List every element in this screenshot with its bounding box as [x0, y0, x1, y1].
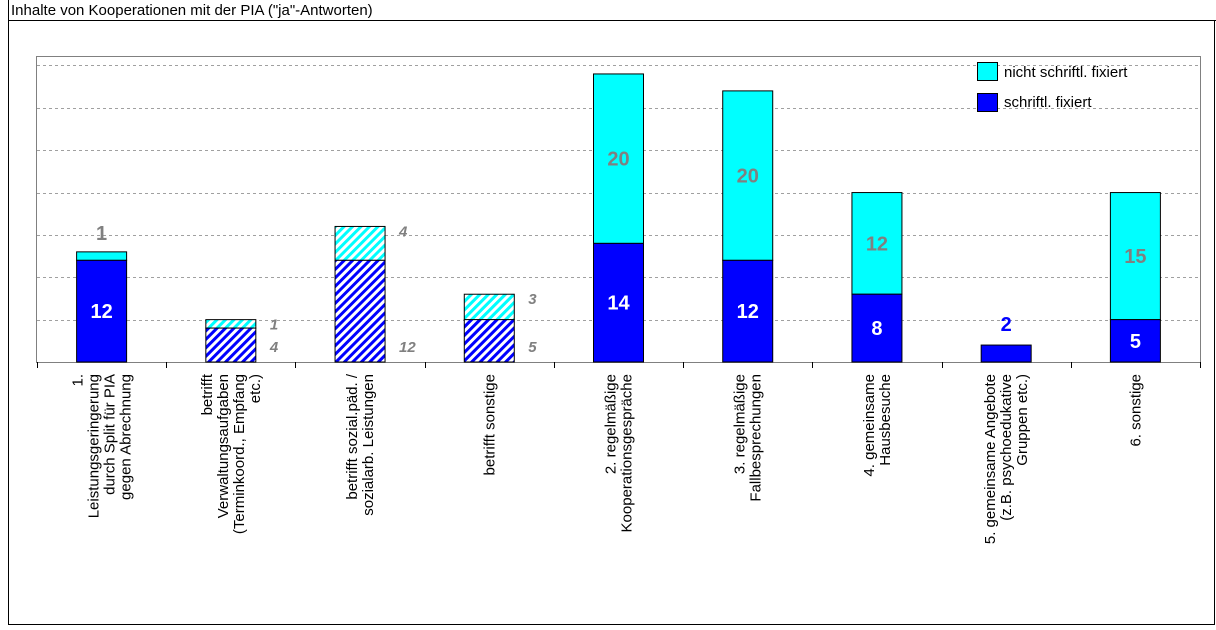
- data-label-fixed: 4: [269, 339, 279, 356]
- data-label-not-fixed: 12: [866, 233, 888, 255]
- data-label-fixed: 5: [528, 339, 537, 356]
- bar-segment-fixed: [722, 259, 774, 363]
- bar-segment-not-fixed: [722, 90, 774, 261]
- category-label: 4. gemeinsameHausbesuche: [861, 374, 894, 477]
- bar-segment-not-fixed: [205, 319, 257, 329]
- bar-segment-fixed: [205, 327, 257, 363]
- data-label-fixed: 12: [399, 339, 416, 356]
- data-label-not-fixed: 20: [737, 166, 759, 188]
- bar-segment-not-fixed: [851, 192, 903, 295]
- bar-segment-fixed: [980, 344, 1032, 363]
- category-label: betrifft sonstige: [481, 374, 498, 475]
- svg-text:2. regelmäßigeKooperationsgesp: 2. regelmäßigeKooperationsgespräche: [603, 374, 636, 532]
- legend-swatch-fixed: [977, 93, 998, 112]
- svg-text:3. regelmäßigeFallbesprechunge: 3. regelmäßigeFallbesprechungen: [732, 374, 765, 502]
- data-label-fixed: 8: [871, 318, 882, 340]
- data-label-not-fixed: 20: [607, 149, 629, 171]
- data-label-not-fixed: 3: [528, 291, 537, 308]
- bar-segment-not-fixed: [593, 73, 644, 244]
- data-label-not-fixed: 15: [1124, 246, 1146, 268]
- svg-text:betrifft sozial.päd. /sozialar: betrifft sozial.päd. /sozialarb. Leistun…: [344, 373, 377, 516]
- category-label: betrifft sozial.päd. /sozialarb. Leistun…: [344, 373, 377, 516]
- category-label: 5. gemeinsame Angebote(z.B. psychoedukat…: [982, 374, 1031, 544]
- legend: nicht schriftl. fixiert schriftl. fixier…: [977, 62, 1128, 112]
- data-label-not-fixed: 1: [270, 317, 278, 334]
- data-label-fixed: 14: [607, 293, 630, 315]
- bar-segment-not-fixed: [334, 225, 386, 261]
- data-label-fixed: 12: [737, 301, 759, 323]
- data-label-fixed: 12: [90, 301, 112, 323]
- svg-text:betrifftVerwaltungsaufgaben(Te: betrifftVerwaltungsaufgaben(Terminkoord.…: [199, 373, 264, 534]
- category-label: 3. regelmäßigeFallbesprechungen: [732, 374, 765, 502]
- category-label: 1.Leistungsgeringerungdurch Split für PI…: [70, 374, 135, 518]
- x-axis-ticks: [37, 362, 1201, 368]
- bar-segment-fixed: [334, 259, 386, 363]
- svg-text:5. gemeinsame Angebote(z.B. ps: 5. gemeinsame Angebote(z.B. psychoedukat…: [982, 374, 1031, 544]
- legend-label-not-fixed: nicht schriftl. fixiert: [1004, 64, 1128, 81]
- data-label-not-fixed: 1: [96, 223, 107, 245]
- bar-segment-fixed: [76, 259, 128, 363]
- bars: [76, 73, 1161, 363]
- legend-label-fixed: schriftl. fixiert: [1004, 94, 1092, 111]
- bar-segment-not-fixed: [76, 251, 128, 261]
- legend-swatch-not-fixed: [977, 62, 998, 81]
- bar-segment-fixed: [463, 319, 515, 363]
- svg-text:6. sonstige: 6. sonstige: [1127, 374, 1144, 447]
- data-label-fixed: 5: [1130, 331, 1141, 353]
- svg-text:1.Leistungsgeringerungdurch Sp: 1.Leistungsgeringerungdurch Split für PI…: [70, 374, 135, 518]
- chart-title: Inhalte von Kooperationen mit der PIA ("…: [11, 2, 373, 19]
- data-label-not-fixed: 4: [398, 223, 408, 240]
- data-label-fixed: 2: [1001, 314, 1012, 336]
- bar-segment-not-fixed: [463, 293, 515, 321]
- category-labels: 1.Leistungsgeringerungdurch Split für PI…: [70, 373, 1145, 544]
- category-label: 6. sonstige: [1127, 374, 1144, 447]
- svg-text:betrifft sonstige: betrifft sonstige: [481, 374, 498, 475]
- category-label: betrifftVerwaltungsaufgaben(Terminkoord.…: [199, 373, 264, 534]
- bar-segment-fixed: [1109, 319, 1161, 363]
- bar-segment-fixed: [593, 242, 644, 363]
- bar-segment-fixed: [851, 293, 903, 363]
- svg-text:4. gemeinsameHausbesuche: 4. gemeinsameHausbesuche: [861, 374, 894, 477]
- category-label: 2. regelmäßigeKooperationsgespräche: [603, 374, 636, 532]
- bar-segment-not-fixed: [1109, 192, 1161, 321]
